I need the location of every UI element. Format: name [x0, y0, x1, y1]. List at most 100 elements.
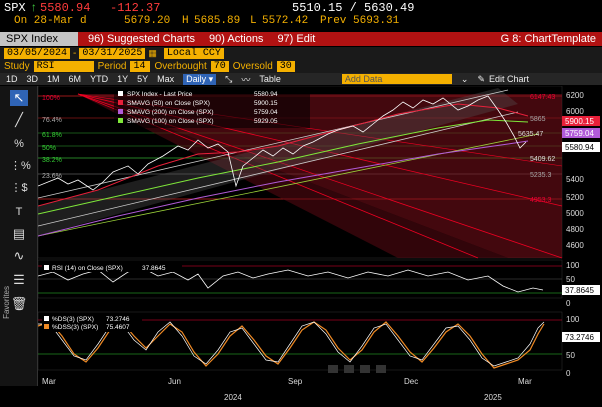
- edit-chart-button[interactable]: Edit Chart: [488, 74, 530, 84]
- line-style-icon[interactable]: 〰: [241, 74, 251, 85]
- quote-header: SPX ↑ 5580.94 -112.37 5510.15 / 5630.49 …: [0, 0, 602, 32]
- menu-bar: 96) Suggested Charts 90) Actions 97) Edi…: [88, 33, 315, 45]
- study-label: Study: [4, 61, 30, 72]
- date-range-row: 03/05/2024 - 03/31/2025 ▦ Local CCY: [0, 47, 602, 60]
- frequency-select[interactable]: Daily ▾: [183, 73, 217, 85]
- suggested-charts-menu[interactable]: 96) Suggested Charts: [88, 33, 196, 45]
- stoch-legend-swatch-ds: [44, 316, 49, 321]
- grid-icon[interactable]: ▤: [12, 226, 26, 241]
- stoch-tick-0: 0: [566, 369, 571, 378]
- scroll-handle-icon[interactable]: [344, 365, 354, 373]
- lines-icon[interactable]: ☰: [13, 272, 25, 287]
- period-input[interactable]: 14: [130, 61, 151, 72]
- legend-bg: [114, 88, 310, 128]
- range-ytd[interactable]: YTD: [90, 74, 109, 84]
- currency-select[interactable]: Local CCY: [163, 48, 224, 59]
- fibonacci-icon[interactable]: ⋮%: [10, 160, 31, 172]
- chart-type-icon[interactable]: ⤡: [225, 73, 233, 84]
- stoch-legend-value-dss: 75.4607: [106, 324, 130, 331]
- rsi-tick-0: 0: [566, 299, 571, 308]
- legend-swatch-sma50: [118, 100, 123, 105]
- study-row: Study RSI Period 14 Overbought 70 Overso…: [0, 60, 602, 73]
- percent-icon[interactable]: %: [14, 138, 24, 150]
- x-tick-jun: Jun: [168, 377, 181, 386]
- cursor-icon[interactable]: ↖: [10, 90, 28, 106]
- legend-swatch-sma100: [118, 118, 123, 123]
- rsi-tick-100: 100: [566, 261, 580, 270]
- stoch-badge: [562, 332, 600, 342]
- x-year-2024: 2024: [224, 393, 242, 402]
- open-price: 5679.20: [124, 15, 171, 27]
- x-tick-mar: Mar: [42, 377, 56, 386]
- fib-label-38: 38.2%: [42, 157, 62, 164]
- oversold-label: Oversold: [232, 61, 273, 72]
- range-3d[interactable]: 3D: [26, 74, 39, 84]
- scroll-left-icon[interactable]: [328, 365, 338, 373]
- end-date-input[interactable]: 03/31/2025: [79, 48, 146, 59]
- pencil-icon[interactable]: ╱: [15, 112, 23, 127]
- legend-label-sma100: SMAVG (100) on Close (SPX): [127, 118, 214, 125]
- legend-value-price: 5580.94: [254, 91, 278, 98]
- rsi-legend-label: RSI (14) on Close (SPX): [52, 265, 123, 272]
- range-5y[interactable]: 5Y: [137, 74, 149, 84]
- channel-top: [38, 89, 509, 199]
- wave-icon[interactable]: ∿: [13, 248, 25, 263]
- favorites-tab[interactable]: Favorites: [2, 286, 11, 319]
- range-1m[interactable]: 1M: [47, 74, 60, 84]
- table-button[interactable]: Table: [259, 74, 281, 84]
- fib-value-3: 5409.62: [530, 156, 555, 163]
- scroll-zoom-icon[interactable]: [360, 365, 370, 373]
- stoch-legend-swatch-dss: [44, 324, 49, 329]
- index-name[interactable]: SPX Index: [0, 32, 78, 46]
- last-price-line: [38, 95, 527, 191]
- start-date-input[interactable]: 03/05/2024: [4, 48, 71, 59]
- x-tick-sep: Sep: [288, 377, 303, 386]
- chart-template-label[interactable]: G 8: ChartTemplate: [500, 33, 596, 45]
- legend-label-sma50: SMAVG (50) on Close (SPX): [127, 100, 210, 107]
- edit-pencil-icon[interactable]: ✎: [477, 73, 485, 84]
- price-tick-6000: 6000: [566, 107, 584, 116]
- rsi-legend-bg: [42, 263, 182, 272]
- fib-value-5: 4953.3: [530, 197, 552, 204]
- scroll-right-icon[interactable]: [376, 365, 386, 373]
- high-price: 5685.89: [194, 15, 241, 27]
- overbought-input[interactable]: 70: [210, 61, 229, 72]
- range-1d[interactable]: 1D: [6, 74, 18, 84]
- edit-menu[interactable]: 97) Edit: [277, 33, 316, 45]
- badge-sma50: [562, 116, 600, 126]
- chevron-down-icon[interactable]: ⌄: [460, 73, 469, 84]
- badge-sma200: [562, 128, 600, 138]
- frequency-label: Daily: [186, 73, 207, 84]
- price-tick-5000: 5000: [566, 209, 584, 218]
- trash-icon[interactable]: 🗑: [10, 296, 28, 311]
- price-tick-6200: 6200: [566, 91, 584, 100]
- price-chart[interactable]: 100% 76.4% 61.8% 50% 38.2% 23.6% 6147.43…: [38, 86, 602, 407]
- chart-scroll-controls: [328, 365, 386, 373]
- low-price: 5572.42: [262, 15, 309, 27]
- oversold-input[interactable]: 30: [276, 61, 295, 72]
- range-6m[interactable]: 6M: [68, 74, 82, 84]
- fib-label-76: 76.4%: [42, 117, 62, 124]
- last-price: 5580.94: [40, 1, 91, 15]
- stoch-tick-100: 100: [566, 315, 580, 324]
- range-1y[interactable]: 1Y: [117, 74, 129, 84]
- high-label: H: [182, 15, 189, 27]
- rsi-tick-50: 50: [566, 275, 575, 284]
- dollar-icon[interactable]: ⋮$: [10, 182, 28, 194]
- x-axis: Mar Jun Sep Dec Mar 2024 2025: [42, 377, 532, 402]
- stoch-legend-label-ds: %DS(3) (SPX): [52, 316, 94, 323]
- rsi-legend-value: 37.8645: [142, 265, 166, 272]
- text-tool-icon[interactable]: T: [15, 206, 23, 218]
- add-data-input[interactable]: Add Data: [341, 74, 452, 84]
- actions-menu[interactable]: 90) Actions: [209, 33, 264, 45]
- legend-value-sma200: 5759.04: [254, 109, 278, 116]
- rsi-legend-swatch: [44, 265, 49, 270]
- fib-label-50: 50%: [42, 145, 56, 152]
- study-select[interactable]: RSI: [33, 61, 94, 72]
- trendline-green: [38, 133, 539, 237]
- rsi-line: [38, 267, 544, 293]
- low-label: L: [250, 15, 257, 27]
- calendar-icon[interactable]: ▦: [148, 48, 157, 58]
- legend-value-sma100: 5929.05: [254, 118, 278, 125]
- range-max[interactable]: Max: [157, 74, 175, 84]
